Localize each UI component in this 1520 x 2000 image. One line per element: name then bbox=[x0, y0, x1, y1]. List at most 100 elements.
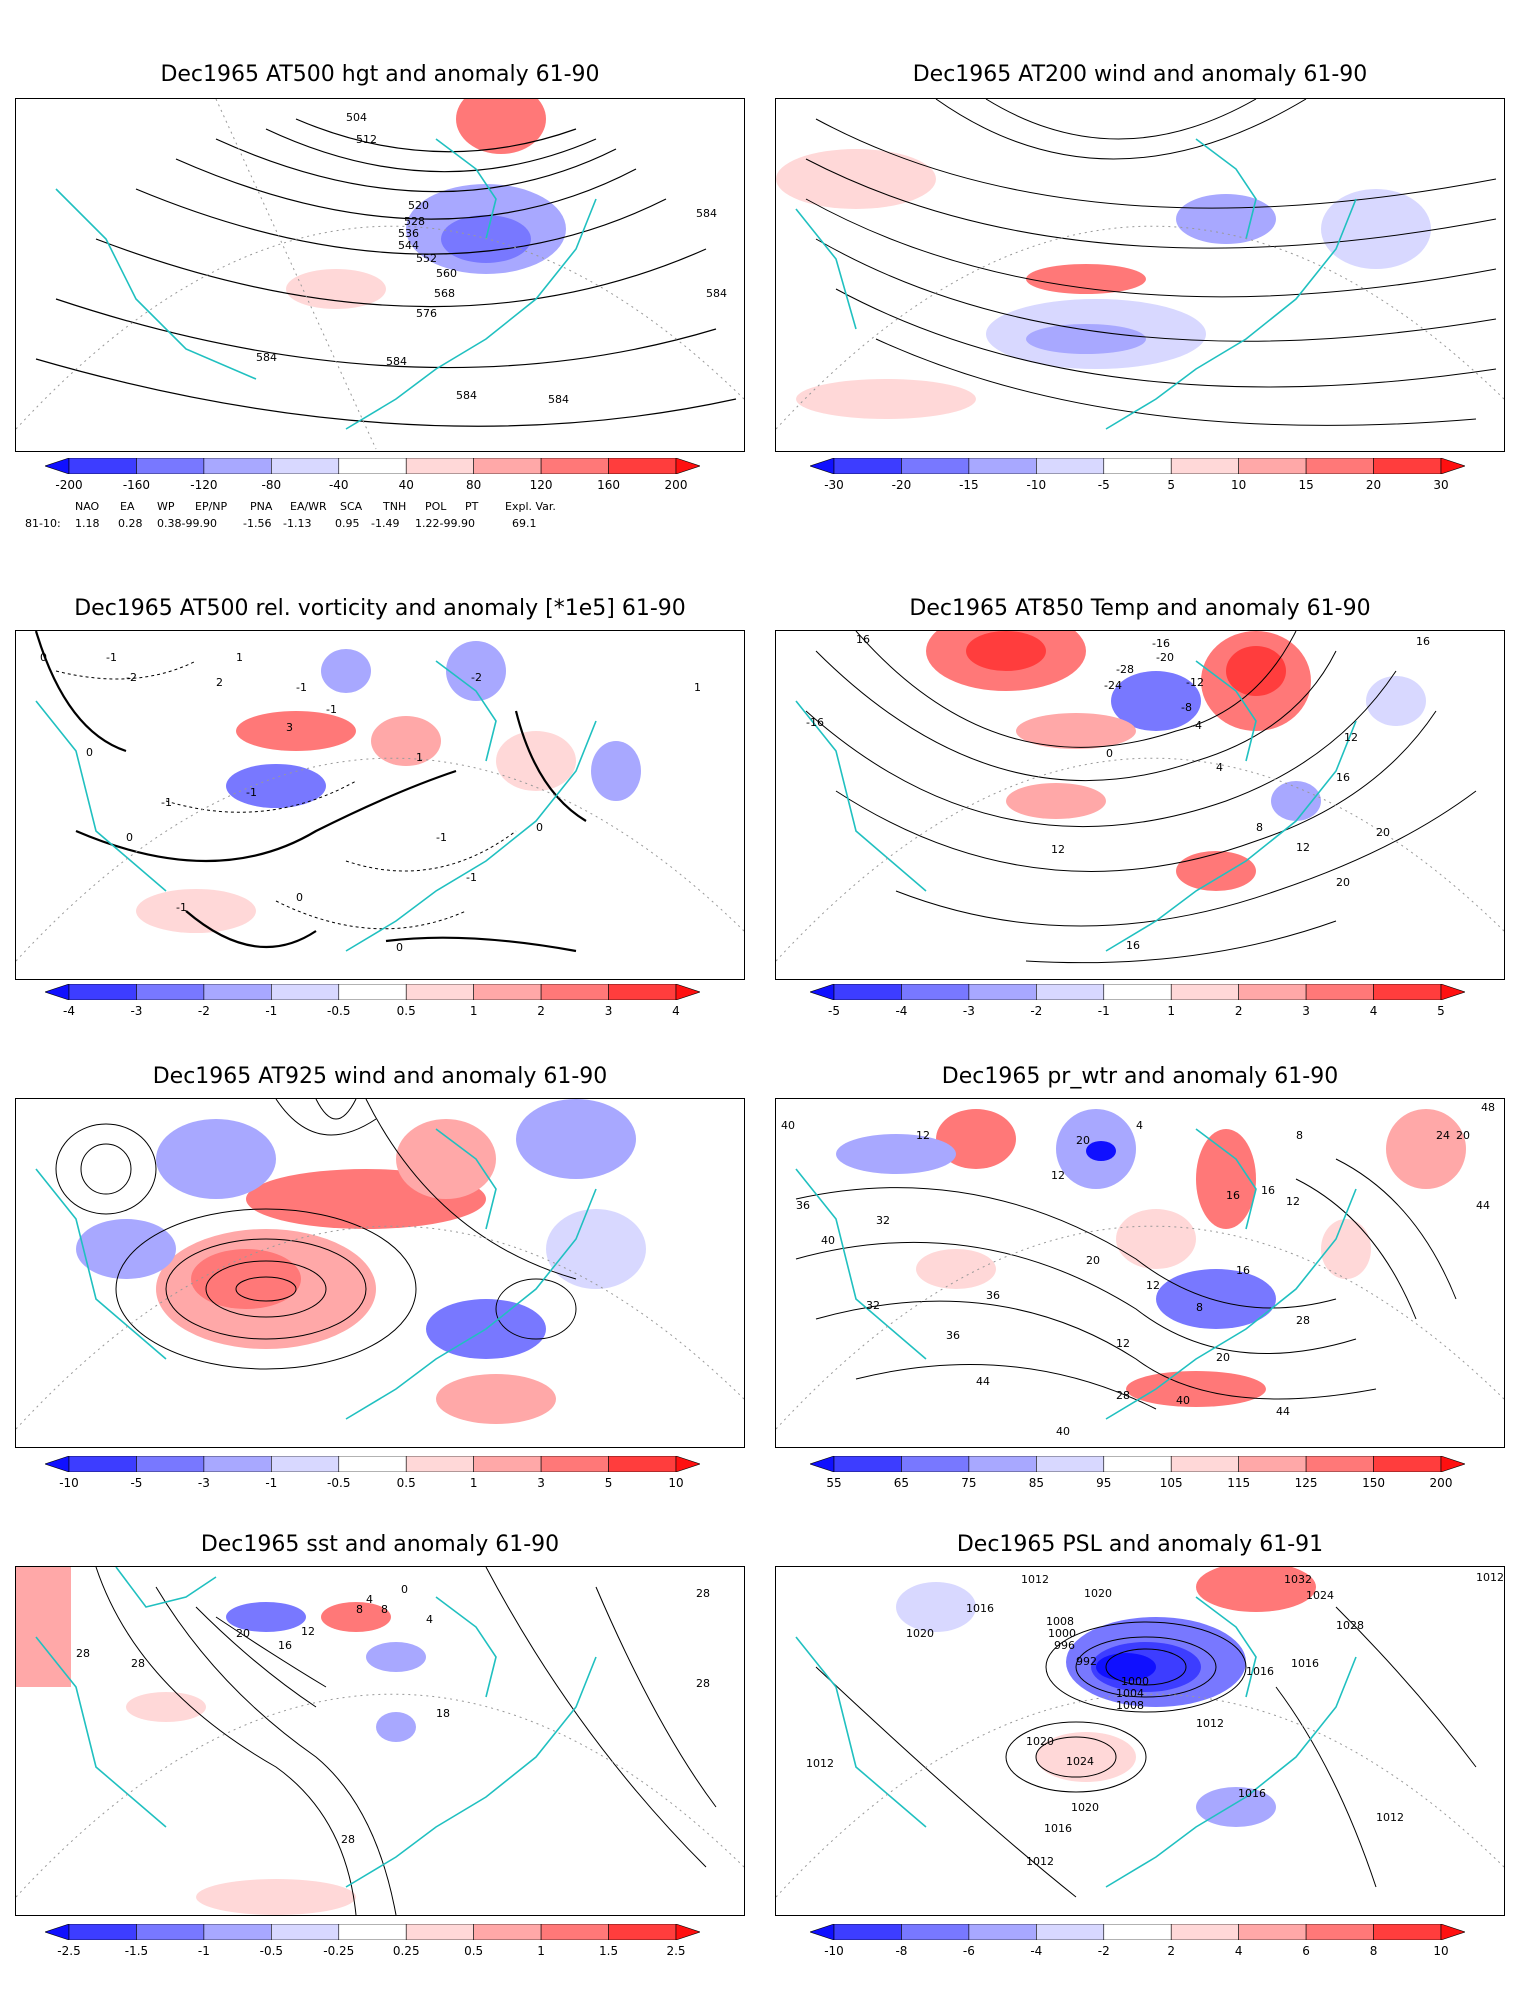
colorbar-tick-label: 0.5 bbox=[464, 1944, 484, 1958]
contour-label: -8 bbox=[1181, 701, 1192, 714]
colorbar-labels: 55 65 75 85 95 105 115 125 150 200 bbox=[810, 1476, 1465, 1490]
colorbar-bin bbox=[68, 457, 137, 475]
colorbar-bin bbox=[44, 1455, 70, 1473]
contour-label: 4 bbox=[1216, 761, 1223, 774]
colorbar-bin bbox=[608, 457, 677, 475]
contour-label: 1008 bbox=[1116, 1699, 1144, 1712]
colorbar-tick-label: 2 bbox=[1234, 1004, 1243, 1018]
contour-label: 1012 bbox=[1196, 1717, 1224, 1730]
colorbar-tick-label: 4 bbox=[672, 1004, 680, 1018]
colorbar-hgt500: -200 -160 -120 -80 -40 40 80 120 160 200 bbox=[44, 457, 701, 494]
colorbar-bin bbox=[1103, 1923, 1172, 1941]
colorbar-bin bbox=[1170, 983, 1239, 1001]
colorbar-bin bbox=[608, 1455, 677, 1473]
contour-label: 40 bbox=[1176, 1394, 1190, 1407]
colorbar-tick-label: -3 bbox=[197, 1476, 210, 1490]
indices-header: NAO bbox=[75, 500, 100, 513]
colorbar-tick-label: 30 bbox=[1433, 478, 1449, 492]
colorbar-tick-label: -2 bbox=[197, 1004, 210, 1018]
contour-label: -2 bbox=[126, 671, 137, 684]
colorbar-labels: -10 -8 -6 -4 -2 2 4 6 8 10 bbox=[810, 1944, 1465, 1958]
indices-value: 69.1 bbox=[512, 517, 537, 530]
contour-label: 520 bbox=[408, 199, 429, 212]
colorbar-bin bbox=[833, 1455, 902, 1473]
colorbar-bin bbox=[675, 457, 701, 475]
colorbar-tick-label: -160 bbox=[122, 478, 151, 492]
colorbar-bin bbox=[968, 457, 1037, 475]
contour-label: 18 bbox=[436, 1707, 450, 1720]
colorbar-tick-label: 55 bbox=[826, 1476, 842, 1490]
colorbar-tick-label: -1 bbox=[265, 1004, 278, 1018]
colorbar-bin bbox=[1440, 457, 1466, 475]
contour-label: 16 bbox=[856, 633, 870, 646]
contour-label: 1016 bbox=[1044, 1822, 1072, 1835]
contour-label: 576 bbox=[416, 307, 437, 320]
contour-label: 0 bbox=[536, 821, 543, 834]
contour-label: 16 bbox=[1336, 771, 1350, 784]
colorbar-bin bbox=[405, 1923, 474, 1941]
contour-label: 1 bbox=[236, 651, 243, 664]
contour-label: 40 bbox=[821, 1234, 835, 1247]
contour-label: 1032 bbox=[1284, 1573, 1312, 1586]
colorbar-bin bbox=[833, 1923, 902, 1941]
colorbar-labels: -200 -160 -120 -80 -40 40 80 120 160 200 bbox=[45, 478, 700, 492]
colorbar-bin bbox=[1305, 457, 1374, 475]
contour-label: 2 bbox=[216, 676, 223, 689]
colorbar-tick-label: 85 bbox=[1028, 1476, 1044, 1490]
contour-label: 560 bbox=[436, 267, 457, 280]
map-sst: 28 28 20 16 12 8 4 0 4 8 18 28 28 28 bbox=[15, 1566, 745, 1916]
colorbar-tick-label: 95 bbox=[1096, 1476, 1112, 1490]
colorbar-tick-label: 5 bbox=[1437, 1004, 1445, 1018]
indices-header: PT bbox=[465, 500, 479, 513]
contour-label: 1012 bbox=[806, 1757, 834, 1770]
colorbar-bin bbox=[809, 1923, 835, 1941]
colorbar-tick-label: -4 bbox=[63, 1004, 75, 1018]
colorbar-tick-label: -10 bbox=[59, 1476, 79, 1490]
contour-label: 12 bbox=[1051, 843, 1065, 856]
colorbar-labels: -4 -3 -2 -1 -0.5 0.5 1 2 3 4 bbox=[45, 1004, 700, 1018]
contour-label: 584 bbox=[456, 389, 477, 402]
contour-label: 20 bbox=[1376, 826, 1390, 839]
colorbar-tick-label: 200 bbox=[664, 478, 688, 492]
colorbar-sst: -2.5 -1.5 -1 -0.5 -0.25 0.25 0.5 1 1.5 2.5 bbox=[44, 1923, 701, 1960]
indices-table: NAO EA WP EP/NP PNA EA/WR SCA TNH POL PT… bbox=[15, 500, 745, 536]
contour-label: 20 bbox=[1336, 876, 1350, 889]
contour-label: 44 bbox=[1476, 1199, 1490, 1212]
colorbar-tick-label: -40 bbox=[328, 478, 349, 492]
colorbar-tick-label: 1.5 bbox=[599, 1944, 619, 1958]
colorbar-tick-label: 2 bbox=[537, 1004, 545, 1018]
contour-label: 4 bbox=[366, 1593, 373, 1606]
colorbar-tick-label: -3 bbox=[130, 1004, 143, 1018]
map-svg-temp850: 16 -16 -20 -28 -24 -12 -8 -4 0 4 12 16 8… bbox=[776, 631, 1504, 964]
contour-label: 0 bbox=[86, 746, 93, 759]
colorbar-tick-label: 75 bbox=[961, 1476, 977, 1490]
colorbar-tick-label: 3 bbox=[1302, 1004, 1310, 1018]
colorbar-bin bbox=[809, 983, 835, 1001]
map-svg-wind925 bbox=[16, 1099, 744, 1430]
contour-label: 12 bbox=[1296, 841, 1310, 854]
colorbar-bin bbox=[1440, 983, 1466, 1001]
map-svg-psl: 1012 1020 1016 1032 1024 1028 1020 1008 … bbox=[776, 1567, 1504, 1898]
contour-label: 0 bbox=[396, 941, 403, 954]
colorbar-tick-label: 5 bbox=[604, 1476, 613, 1490]
colorbar-bin bbox=[338, 1455, 407, 1473]
colorbar-bin bbox=[338, 457, 407, 475]
colorbar-bin bbox=[968, 1923, 1037, 1941]
colorbar-tick-label: 3 bbox=[604, 1004, 613, 1018]
colorbar-bin bbox=[44, 457, 70, 475]
contour-label: -2 bbox=[471, 671, 482, 684]
colorbar-bin bbox=[1036, 1455, 1105, 1473]
colorbar-tick-label: 5 bbox=[1167, 478, 1176, 492]
colorbar-bin bbox=[271, 457, 340, 475]
colorbar-bin bbox=[540, 983, 609, 1001]
colorbar-bin bbox=[338, 1923, 407, 1941]
contour-label: 20 bbox=[1456, 1129, 1470, 1142]
contour-label: 504 bbox=[346, 111, 367, 124]
map-hgt500: 504 512 520 528 536 544 552 560 568 576 … bbox=[15, 98, 745, 452]
colorbar-svg bbox=[809, 1455, 1466, 1473]
contour-label: 44 bbox=[1276, 1405, 1290, 1418]
contour-label: 16 bbox=[1226, 1189, 1240, 1202]
contour-label: 584 bbox=[386, 355, 407, 368]
contour-label: 1004 bbox=[1116, 1687, 1144, 1700]
colorbar-temp850: -5 -4 -3 -2 -1 1 2 3 4 5 bbox=[809, 983, 1466, 1020]
